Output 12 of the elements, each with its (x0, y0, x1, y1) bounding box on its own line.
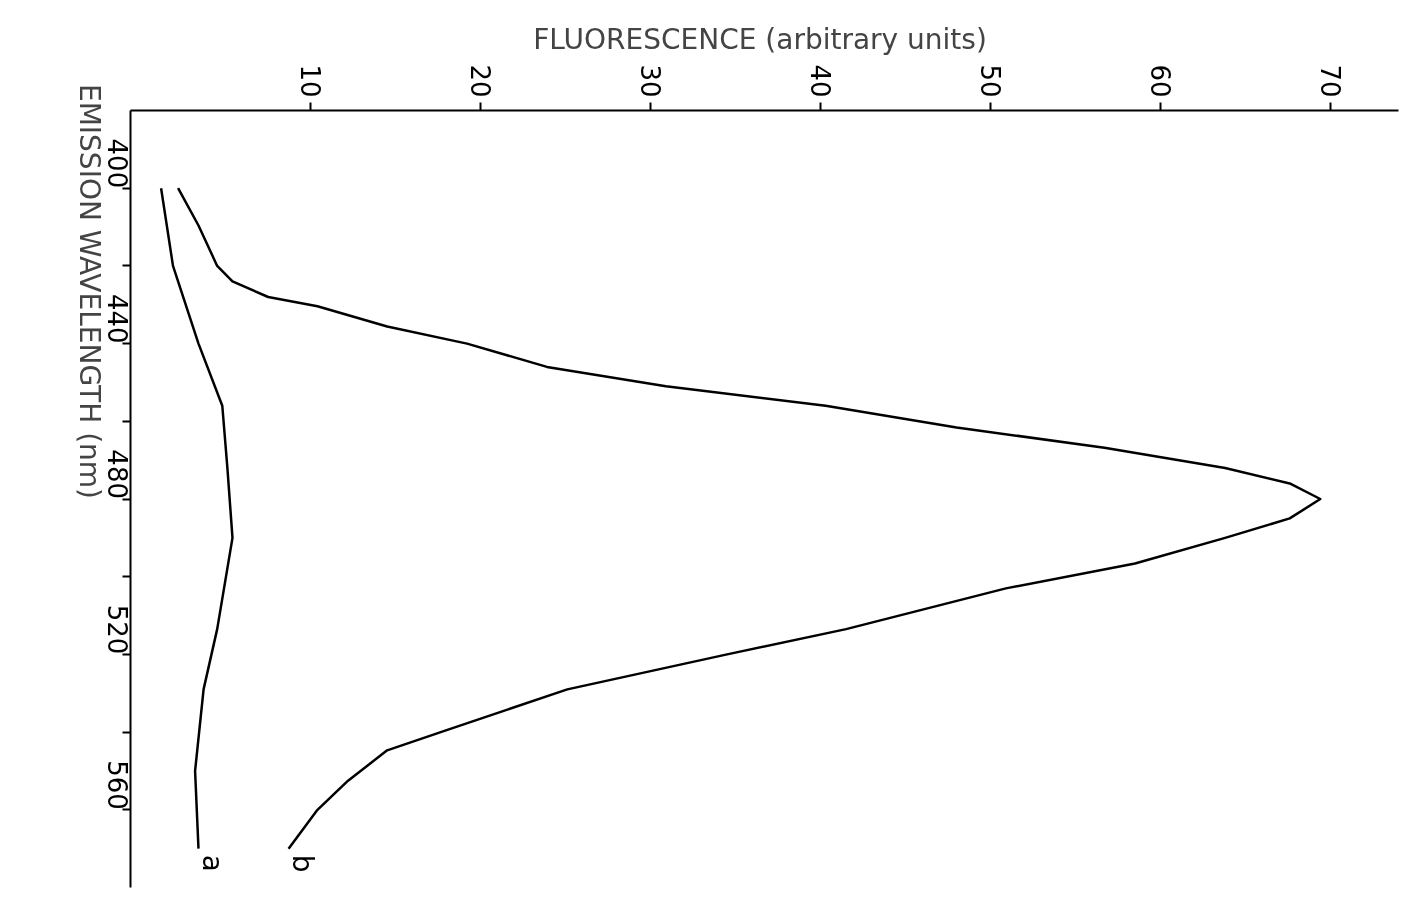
x-tick-label: 50 (974, 64, 1005, 98)
y-tick-label: 560 (101, 760, 132, 810)
x-tick-label: 60 (1144, 64, 1175, 98)
x-tick-label: 30 (634, 64, 665, 98)
x-tick-label: 40 (804, 64, 835, 98)
x-tick-label: 70 (1314, 64, 1345, 98)
x-tick-label: 20 (464, 64, 495, 98)
text: b (286, 854, 320, 873)
x-axis-title: FLUORESCENCE (arbitrary units) (533, 23, 987, 57)
text: a (195, 854, 229, 872)
x-tick-label: 10 (294, 64, 325, 98)
y-tick-label: 520 (101, 604, 132, 655)
